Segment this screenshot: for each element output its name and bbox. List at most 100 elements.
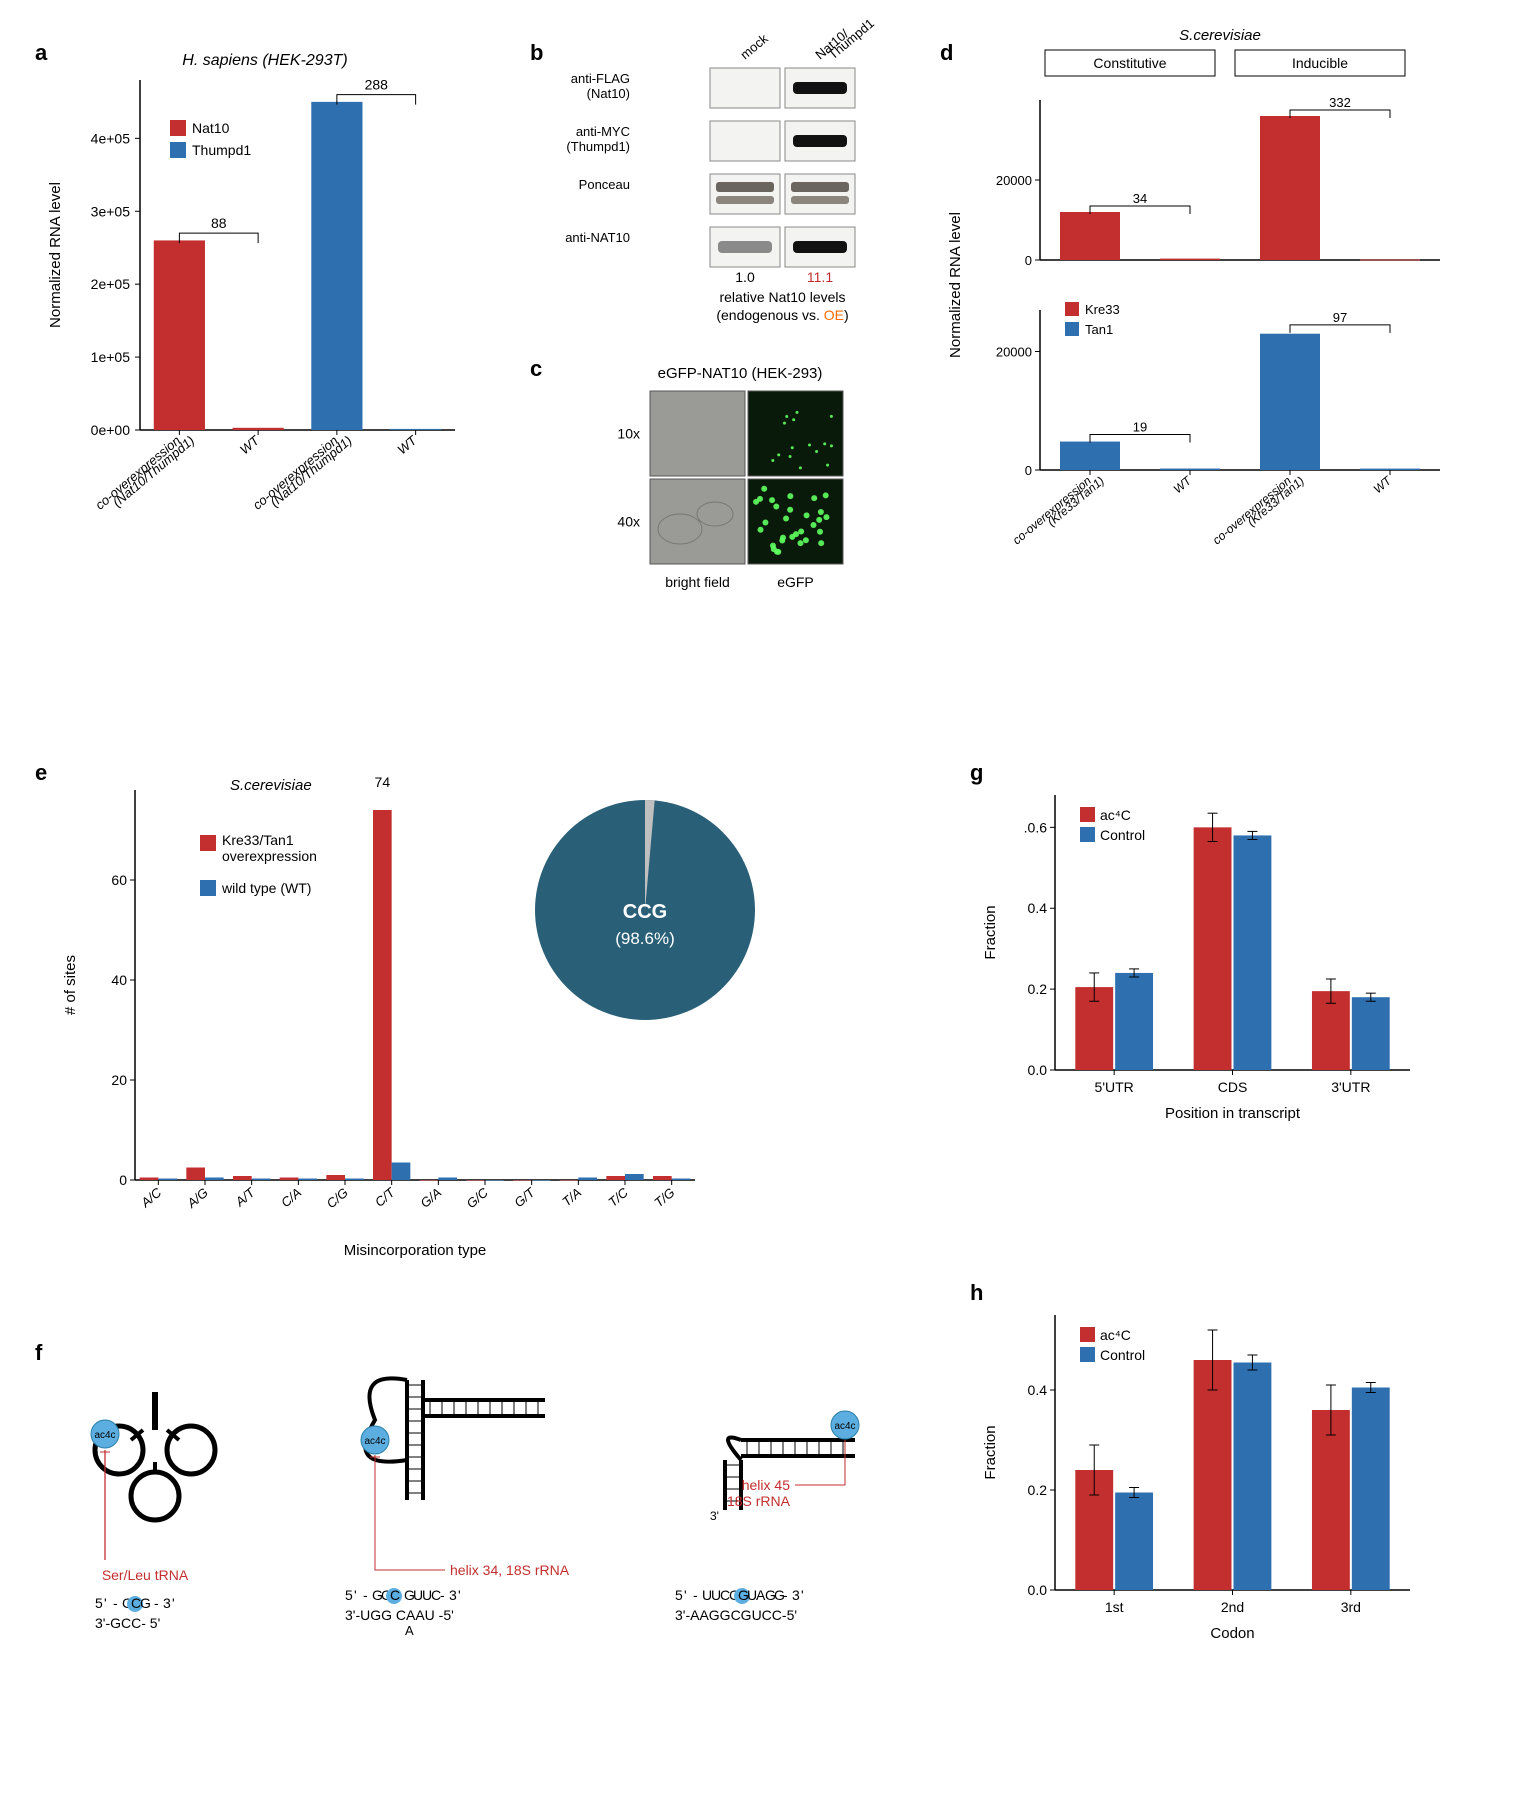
svg-text:G/C: G/C	[464, 1184, 492, 1211]
svg-text:A/C: A/C	[137, 1184, 164, 1210]
svg-text:Normalized RNA level: Normalized RNA level	[947, 212, 964, 358]
svg-text:74: 74	[375, 774, 391, 790]
svg-text:': '	[684, 1587, 687, 1603]
svg-text:WT: WT	[394, 432, 420, 457]
svg-text:19: 19	[1133, 419, 1147, 434]
svg-text:3rd: 3rd	[1341, 1599, 1361, 1615]
svg-text:3'-AAGGCGUCC-5': 3'-AAGGCGUCC-5'	[675, 1607, 797, 1623]
svg-text:WT: WT	[1171, 473, 1196, 497]
svg-text:S.cerevisiae: S.cerevisiae	[230, 777, 312, 794]
svg-text:Nat10: Nat10	[192, 120, 230, 136]
svg-text:G: G	[140, 1595, 151, 1611]
svg-text:eGFP: eGFP	[777, 574, 814, 590]
svg-text:20000: 20000	[996, 173, 1032, 188]
svg-text:ac⁴C: ac⁴C	[1100, 807, 1131, 823]
panel-g-chart: 0.00.20.4.0.6Fraction5'UTRCDS3'UTRPositi…	[960, 770, 1460, 1190]
svg-text:34: 34	[1133, 191, 1147, 206]
svg-text:3: 3	[163, 1595, 171, 1611]
svg-text:T/G: T/G	[651, 1185, 677, 1210]
svg-text:-: -	[693, 1587, 698, 1603]
svg-text:': '	[458, 1587, 461, 1603]
svg-text:2e+05: 2e+05	[91, 276, 131, 292]
svg-text:0: 0	[1025, 463, 1032, 478]
svg-text:C: C	[390, 1587, 400, 1603]
svg-text:ac⁴C: ac⁴C	[1100, 1327, 1131, 1343]
svg-text:helix 45: helix 45	[742, 1477, 790, 1493]
svg-text:ac4c: ac4c	[834, 1421, 855, 1432]
svg-text:0.4: 0.4	[1028, 1382, 1048, 1398]
svg-text:co-overexpression: co-overexpression	[92, 433, 183, 513]
svg-text:20000: 20000	[996, 344, 1032, 359]
svg-text:bright field: bright field	[665, 574, 730, 590]
svg-text:2nd: 2nd	[1221, 1599, 1244, 1615]
svg-text:A: A	[405, 1623, 414, 1638]
svg-text:wild type (WT): wild type (WT)	[221, 880, 311, 896]
svg-text:3'-UGG CAAU -5': 3'-UGG CAAU -5'	[345, 1607, 454, 1623]
svg-text:WT: WT	[237, 432, 263, 457]
svg-text:': '	[354, 1587, 357, 1603]
svg-text:11.1: 11.1	[807, 269, 833, 285]
svg-text:T/C: T/C	[605, 1184, 631, 1209]
svg-text:A/T: A/T	[232, 1184, 259, 1210]
svg-text:288: 288	[365, 77, 389, 93]
svg-text:H. sapiens (HEK-293T): H. sapiens (HEK-293T)	[182, 52, 347, 69]
svg-text:(Nat10/Thumpd1): (Nat10/Thumpd1)	[267, 433, 355, 510]
svg-text:0.0: 0.0	[1028, 1062, 1048, 1078]
panel-b-blots: mockNat10/Thumpd1anti-FLAG(Nat10)anti-MY…	[530, 10, 890, 360]
svg-text:3: 3	[792, 1587, 800, 1603]
svg-text:3': 3'	[710, 1509, 719, 1523]
panel-e-chart: S.cerevisiae0204060# of sitesA/CA/GA/TC/…	[35, 760, 905, 1300]
svg-text:': '	[801, 1587, 804, 1603]
svg-text:10x: 10x	[617, 426, 640, 442]
svg-text:88: 88	[211, 215, 227, 231]
svg-text:CDS: CDS	[1218, 1079, 1248, 1095]
svg-text:anti-NAT10: anti-NAT10	[565, 230, 630, 245]
svg-text:1.0: 1.0	[735, 269, 755, 285]
svg-text:overexpression: overexpression	[222, 848, 317, 864]
svg-text:0.4: 0.4	[1028, 900, 1048, 916]
svg-text:-: -	[783, 1587, 788, 1603]
svg-text:5: 5	[675, 1587, 683, 1603]
svg-text:Kre33: Kre33	[1085, 302, 1120, 317]
svg-text:G/T: G/T	[511, 1184, 538, 1210]
svg-text:ac4c: ac4c	[364, 1436, 385, 1447]
svg-text:anti-MYC: anti-MYC	[576, 124, 630, 139]
svg-text:(Nat10/Thumpd1): (Nat10/Thumpd1)	[110, 433, 198, 510]
svg-text:-: -	[113, 1595, 118, 1611]
svg-text:3'-GCC- 5': 3'-GCC- 5'	[95, 1615, 160, 1631]
panel-d-chart: S.cerevisiaeConstitutiveInducible0200003…	[920, 10, 1480, 630]
svg-text:332: 332	[1329, 95, 1351, 110]
svg-text:Fraction: Fraction	[982, 905, 999, 959]
svg-text:helix 34, 18S rRNA: helix 34, 18S rRNA	[450, 1562, 570, 1578]
svg-text:1st: 1st	[1105, 1599, 1124, 1615]
svg-text:T/A: T/A	[559, 1185, 584, 1209]
svg-text:A/G: A/G	[183, 1185, 211, 1212]
panel-h-chart: 0.00.20.4Fraction1st2nd3rdCodonac⁴CContr…	[960, 1290, 1460, 1710]
svg-text:97: 97	[1333, 310, 1347, 325]
svg-text:co-overexpression: co-overexpression	[1210, 473, 1294, 547]
svg-text:5'UTR: 5'UTR	[1095, 1079, 1134, 1095]
svg-text:Ser/Leu tRNA: Ser/Leu tRNA	[102, 1567, 189, 1583]
svg-text:Constitutive: Constitutive	[1093, 55, 1166, 71]
svg-text:(Nat10): (Nat10)	[587, 86, 630, 101]
svg-text:0e+00: 0e+00	[91, 422, 131, 438]
svg-text:C/A: C/A	[278, 1185, 304, 1210]
svg-text:-: -	[363, 1587, 368, 1603]
svg-text:Control: Control	[1100, 827, 1145, 843]
svg-text:5: 5	[345, 1587, 353, 1603]
svg-text:0.2: 0.2	[1028, 981, 1048, 997]
svg-text:': '	[104, 1595, 107, 1611]
svg-text:(endogenous vs. OE): (endogenous vs. OE)	[716, 307, 848, 323]
svg-text:4e+05: 4e+05	[91, 130, 131, 146]
svg-text:Position in transcript: Position in transcript	[1165, 1105, 1301, 1122]
svg-text:40x: 40x	[617, 514, 640, 530]
svg-text:.0.6: .0.6	[1024, 819, 1048, 835]
figure-root: a H. sapiens (HEK-293T)0e+001e+052e+053e…	[0, 0, 1513, 1800]
svg-text:40: 40	[111, 972, 127, 988]
svg-text:Normalized RNA level: Normalized RNA level	[47, 182, 64, 328]
svg-text:Tan1: Tan1	[1085, 322, 1113, 337]
svg-text:WT: WT	[1371, 473, 1396, 497]
svg-text:20: 20	[111, 1072, 127, 1088]
svg-text:C/G: C/G	[324, 1185, 351, 1211]
svg-text:60: 60	[111, 872, 127, 888]
